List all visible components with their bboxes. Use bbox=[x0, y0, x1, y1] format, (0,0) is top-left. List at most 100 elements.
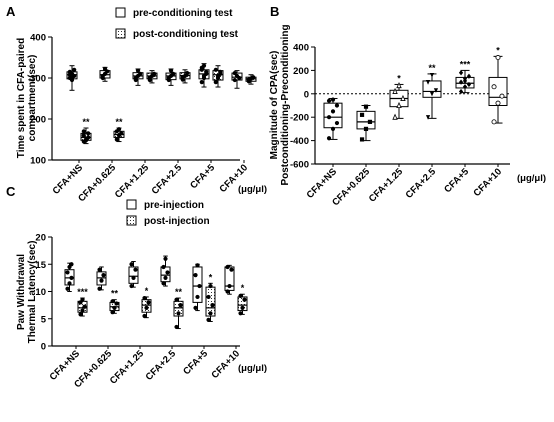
data-point bbox=[131, 275, 136, 280]
y-tick-label: 400 bbox=[30, 33, 46, 44]
data-point bbox=[67, 69, 72, 74]
data-point bbox=[110, 310, 115, 315]
y-tick-label: 0 bbox=[304, 89, 309, 100]
data-point bbox=[144, 305, 149, 310]
data-point bbox=[359, 112, 365, 117]
data-point bbox=[330, 109, 336, 114]
x-tick-label: CFA+10 bbox=[472, 166, 505, 199]
data-point bbox=[238, 311, 243, 316]
data-point bbox=[161, 281, 166, 286]
x-tick-label: CFA+2.5 bbox=[144, 348, 179, 383]
data-point bbox=[142, 313, 147, 319]
data-point bbox=[129, 283, 134, 289]
box-cfa-0-625 bbox=[356, 104, 376, 142]
data-point bbox=[114, 301, 119, 306]
data-point bbox=[193, 273, 198, 278]
data-point bbox=[135, 68, 141, 73]
y-axis-title-line: compartment(sec) bbox=[27, 55, 38, 142]
data-point bbox=[238, 293, 243, 298]
data-point bbox=[462, 78, 468, 84]
significance-stars: ** bbox=[428, 63, 436, 73]
x-unit-label: (μg/μl) bbox=[238, 184, 267, 195]
data-point bbox=[119, 131, 124, 136]
data-point bbox=[330, 97, 336, 102]
data-point bbox=[206, 317, 211, 322]
significance-stars: ** bbox=[111, 289, 119, 299]
data-point bbox=[110, 299, 115, 304]
legend-item-1: post-conditioning test bbox=[115, 28, 239, 40]
legend-swatch bbox=[115, 7, 126, 18]
data-point bbox=[80, 308, 85, 313]
x-tick-label: CFA+1.25 bbox=[113, 162, 152, 201]
legend-swatch bbox=[126, 215, 137, 226]
data-point bbox=[163, 256, 168, 261]
data-point bbox=[330, 126, 336, 131]
data-point bbox=[78, 312, 83, 317]
data-point bbox=[97, 267, 102, 272]
data-point bbox=[206, 294, 211, 300]
box-cfa-0-625-s1: ** bbox=[113, 117, 125, 143]
box-cfa-2-5-s1 bbox=[179, 69, 191, 84]
data-point bbox=[147, 75, 152, 81]
data-point bbox=[171, 71, 176, 76]
data-point bbox=[458, 88, 464, 95]
data-point bbox=[462, 84, 468, 90]
box-cfa-0-625-s1: ** bbox=[109, 289, 120, 315]
data-point bbox=[400, 94, 406, 101]
data-point bbox=[495, 100, 501, 106]
panel-label: B bbox=[270, 4, 279, 19]
data-point bbox=[165, 270, 170, 275]
data-point bbox=[499, 93, 505, 99]
data-point bbox=[174, 297, 179, 302]
y-axis-title-line: Magnitude of CPA(sec) bbox=[269, 51, 280, 160]
y-tick-label: 5 bbox=[41, 314, 47, 325]
y-tick-label: 100 bbox=[30, 156, 46, 167]
data-point bbox=[334, 103, 340, 108]
data-point bbox=[204, 71, 209, 76]
box-cfa-2-5: ** bbox=[422, 63, 442, 120]
data-point bbox=[86, 131, 91, 136]
data-point bbox=[69, 262, 74, 267]
box-cfa-2-5-s0 bbox=[160, 255, 171, 287]
x-tick-label: CFA+5 bbox=[188, 162, 217, 191]
data-point bbox=[208, 311, 213, 316]
data-point bbox=[178, 303, 183, 308]
data-point bbox=[195, 263, 200, 268]
data-point bbox=[133, 267, 138, 272]
significance-stars: *** bbox=[460, 59, 471, 69]
x-tick-label: CFA+1.25 bbox=[367, 166, 406, 205]
significance-stars: ** bbox=[115, 117, 123, 127]
data-point bbox=[146, 300, 151, 305]
box-cfa-0-625-s0 bbox=[96, 266, 107, 291]
box-cfa-10-s0 bbox=[224, 264, 235, 295]
data-point bbox=[129, 262, 134, 267]
data-point bbox=[251, 75, 256, 80]
data-point bbox=[69, 275, 74, 280]
data-point bbox=[240, 305, 245, 310]
data-point bbox=[491, 84, 497, 90]
data-point bbox=[102, 66, 108, 72]
data-point bbox=[210, 303, 215, 308]
y-axis-title: Paw Withdrawal Thermal Latency(sec) bbox=[16, 241, 38, 344]
box-body bbox=[323, 102, 343, 129]
significance-stars: * bbox=[397, 73, 401, 83]
significance-stars: ** bbox=[175, 287, 183, 297]
box-cfa-10-s1 bbox=[245, 74, 257, 85]
data-point bbox=[86, 135, 91, 140]
legend-label: post-injection bbox=[144, 216, 210, 227]
data-point bbox=[429, 72, 435, 78]
legend-swatch bbox=[115, 28, 126, 39]
box-cfa-1-25-s0 bbox=[132, 68, 144, 86]
box-cfa-5-s0 bbox=[192, 263, 203, 312]
data-point bbox=[495, 55, 501, 61]
y-tick-label: 15 bbox=[35, 260, 46, 271]
box-cfa-ns bbox=[323, 97, 343, 141]
y-axis-title-line: Time spent in CFA-paired bbox=[16, 38, 27, 158]
box-cfa-ns-s0 bbox=[64, 262, 75, 292]
box-cfa-ns-s1: *** bbox=[77, 287, 88, 317]
data-point bbox=[237, 75, 242, 81]
data-point bbox=[363, 126, 369, 131]
legend-label: pre-injection bbox=[144, 200, 204, 211]
